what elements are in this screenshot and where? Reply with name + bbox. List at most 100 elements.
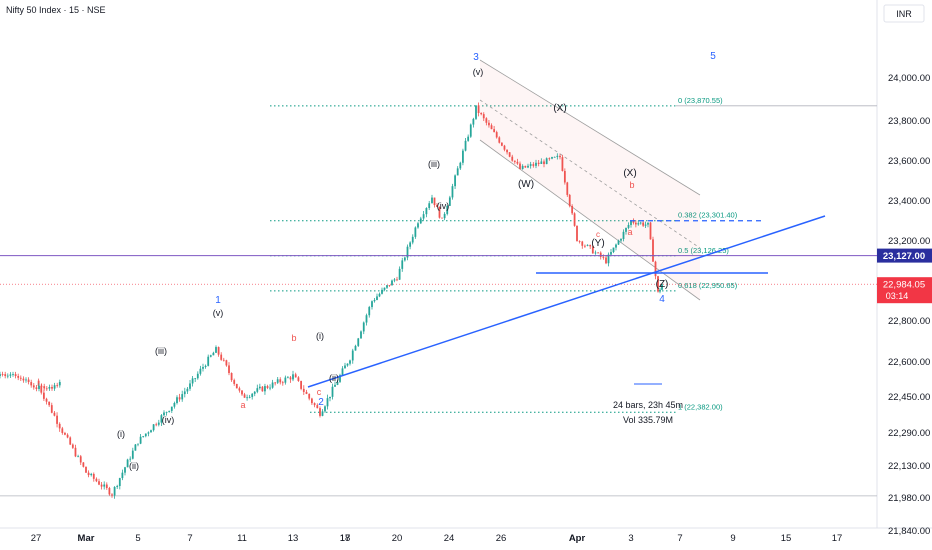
candle-body	[243, 394, 246, 398]
wave-labels: 1 2 3 4 5 (i) (ii) (iii) (iv) (v) (i) (ii) (iii) (iv)…	[117, 51, 716, 471]
candle-body	[576, 225, 578, 242]
candle-body	[566, 182, 569, 195]
candle-body	[642, 222, 645, 226]
x-tick-label: 17	[832, 533, 843, 544]
candle-body	[591, 246, 594, 254]
plot-area[interactable]	[0, 0, 877, 528]
wave-label: a	[627, 227, 632, 237]
candle-body	[535, 162, 537, 166]
candle-body	[597, 252, 599, 254]
candle-body	[0, 374, 1, 376]
candle-body	[25, 379, 27, 381]
candle-body	[144, 433, 147, 437]
candle-body	[191, 378, 194, 384]
candle-body	[139, 436, 142, 444]
candle-body	[331, 386, 334, 397]
candle-body	[589, 244, 592, 247]
candle-body	[436, 205, 438, 207]
candle-body	[12, 374, 14, 375]
candle-body	[1, 374, 4, 375]
candle-body	[495, 132, 498, 138]
candle-body	[498, 137, 501, 143]
candlestick-series	[0, 102, 663, 499]
y-tick-label: 22,600.00	[888, 357, 930, 368]
y-tick-label: 22,290.00	[888, 428, 930, 439]
wave-label: (iv)	[162, 415, 175, 425]
candle-body	[196, 373, 199, 379]
candle-body	[124, 467, 126, 473]
candle-body	[360, 331, 362, 339]
candle-body	[617, 240, 620, 245]
candle-body	[271, 382, 274, 388]
wave-label: b	[291, 333, 296, 343]
candle-body	[79, 456, 82, 463]
candle-body	[38, 385, 40, 389]
candle-body	[431, 197, 433, 204]
candle-body	[129, 458, 132, 460]
candle-body	[425, 208, 428, 215]
candle-body	[456, 168, 459, 176]
candle-body	[209, 355, 212, 357]
candle-body	[113, 486, 116, 496]
candle-body	[157, 422, 160, 425]
candle-body	[414, 227, 417, 237]
candle-body	[108, 487, 111, 495]
rising-trendline	[307, 215, 826, 388]
wave-label: (X)	[553, 103, 566, 114]
candle-body	[69, 437, 72, 445]
candle-body	[349, 360, 351, 364]
wave-label: (iii)	[428, 159, 440, 169]
candle-body	[297, 377, 300, 381]
candle-body	[241, 390, 243, 395]
wave-label: (v)	[473, 67, 484, 77]
candle-body	[391, 280, 393, 286]
candle-body	[454, 175, 456, 187]
candle-body	[551, 157, 553, 159]
candle-body	[279, 379, 282, 383]
fib-level-label: 0.618 (22,950.65)	[678, 281, 738, 290]
candle-body	[647, 222, 649, 225]
candle-body	[131, 450, 134, 459]
candle-body	[521, 165, 524, 169]
candle-body	[513, 160, 516, 162]
candle-body	[417, 223, 419, 228]
measure-bars: 24 bars, 23h 45m	[613, 400, 683, 410]
candle-body	[657, 276, 659, 292]
currency-button[interactable]	[883, 4, 925, 23]
candle-body	[464, 140, 467, 151]
candle-body	[493, 129, 496, 133]
candle-body	[371, 301, 373, 308]
candle-body	[351, 350, 354, 361]
candle-body	[30, 382, 33, 386]
last-price-text: 22,984.05	[883, 280, 925, 291]
candle-body	[269, 387, 271, 389]
candle-body	[9, 374, 12, 376]
candle-body	[341, 368, 344, 376]
candle-body	[235, 383, 238, 389]
candle-body	[393, 279, 396, 281]
candle-body	[334, 384, 336, 387]
candle-body	[194, 378, 197, 380]
candle-body	[160, 415, 163, 423]
candle-body	[186, 388, 189, 392]
candle-body	[53, 385, 56, 389]
candle-body	[266, 386, 269, 388]
drawing-lines[interactable]: 24 bars, 23h 45m Vol 335.79M	[0, 215, 877, 425]
candle-body	[22, 378, 25, 381]
candle-body	[42, 392, 45, 399]
price-axis[interactable]	[877, 0, 932, 550]
candle-body	[58, 423, 61, 429]
candle-body	[292, 374, 294, 380]
candle-body	[451, 186, 454, 198]
candle-body	[556, 155, 559, 157]
candle-body	[615, 244, 617, 248]
x-tick-label: 9	[730, 533, 735, 544]
wave-label: c	[317, 387, 322, 397]
fib-retracement[interactable]: 0 (23,870.55) 0.382 (23,301.40) 0.5 (23,12…	[0, 96, 877, 497]
candle-body	[183, 391, 186, 395]
x-tick-label: 7	[677, 533, 682, 544]
fib-level-label: 0.382 (23,301.40)	[678, 211, 738, 220]
candle-body	[14, 374, 17, 377]
candle-body	[111, 494, 113, 496]
